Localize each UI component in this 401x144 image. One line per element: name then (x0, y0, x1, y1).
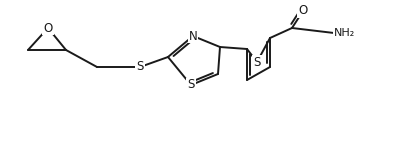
Text: S: S (187, 78, 194, 91)
Text: O: O (43, 21, 53, 35)
Text: O: O (298, 4, 307, 18)
Text: NH₂: NH₂ (333, 28, 354, 38)
Text: S: S (253, 55, 260, 69)
Text: S: S (136, 60, 143, 73)
Text: N: N (188, 30, 197, 42)
